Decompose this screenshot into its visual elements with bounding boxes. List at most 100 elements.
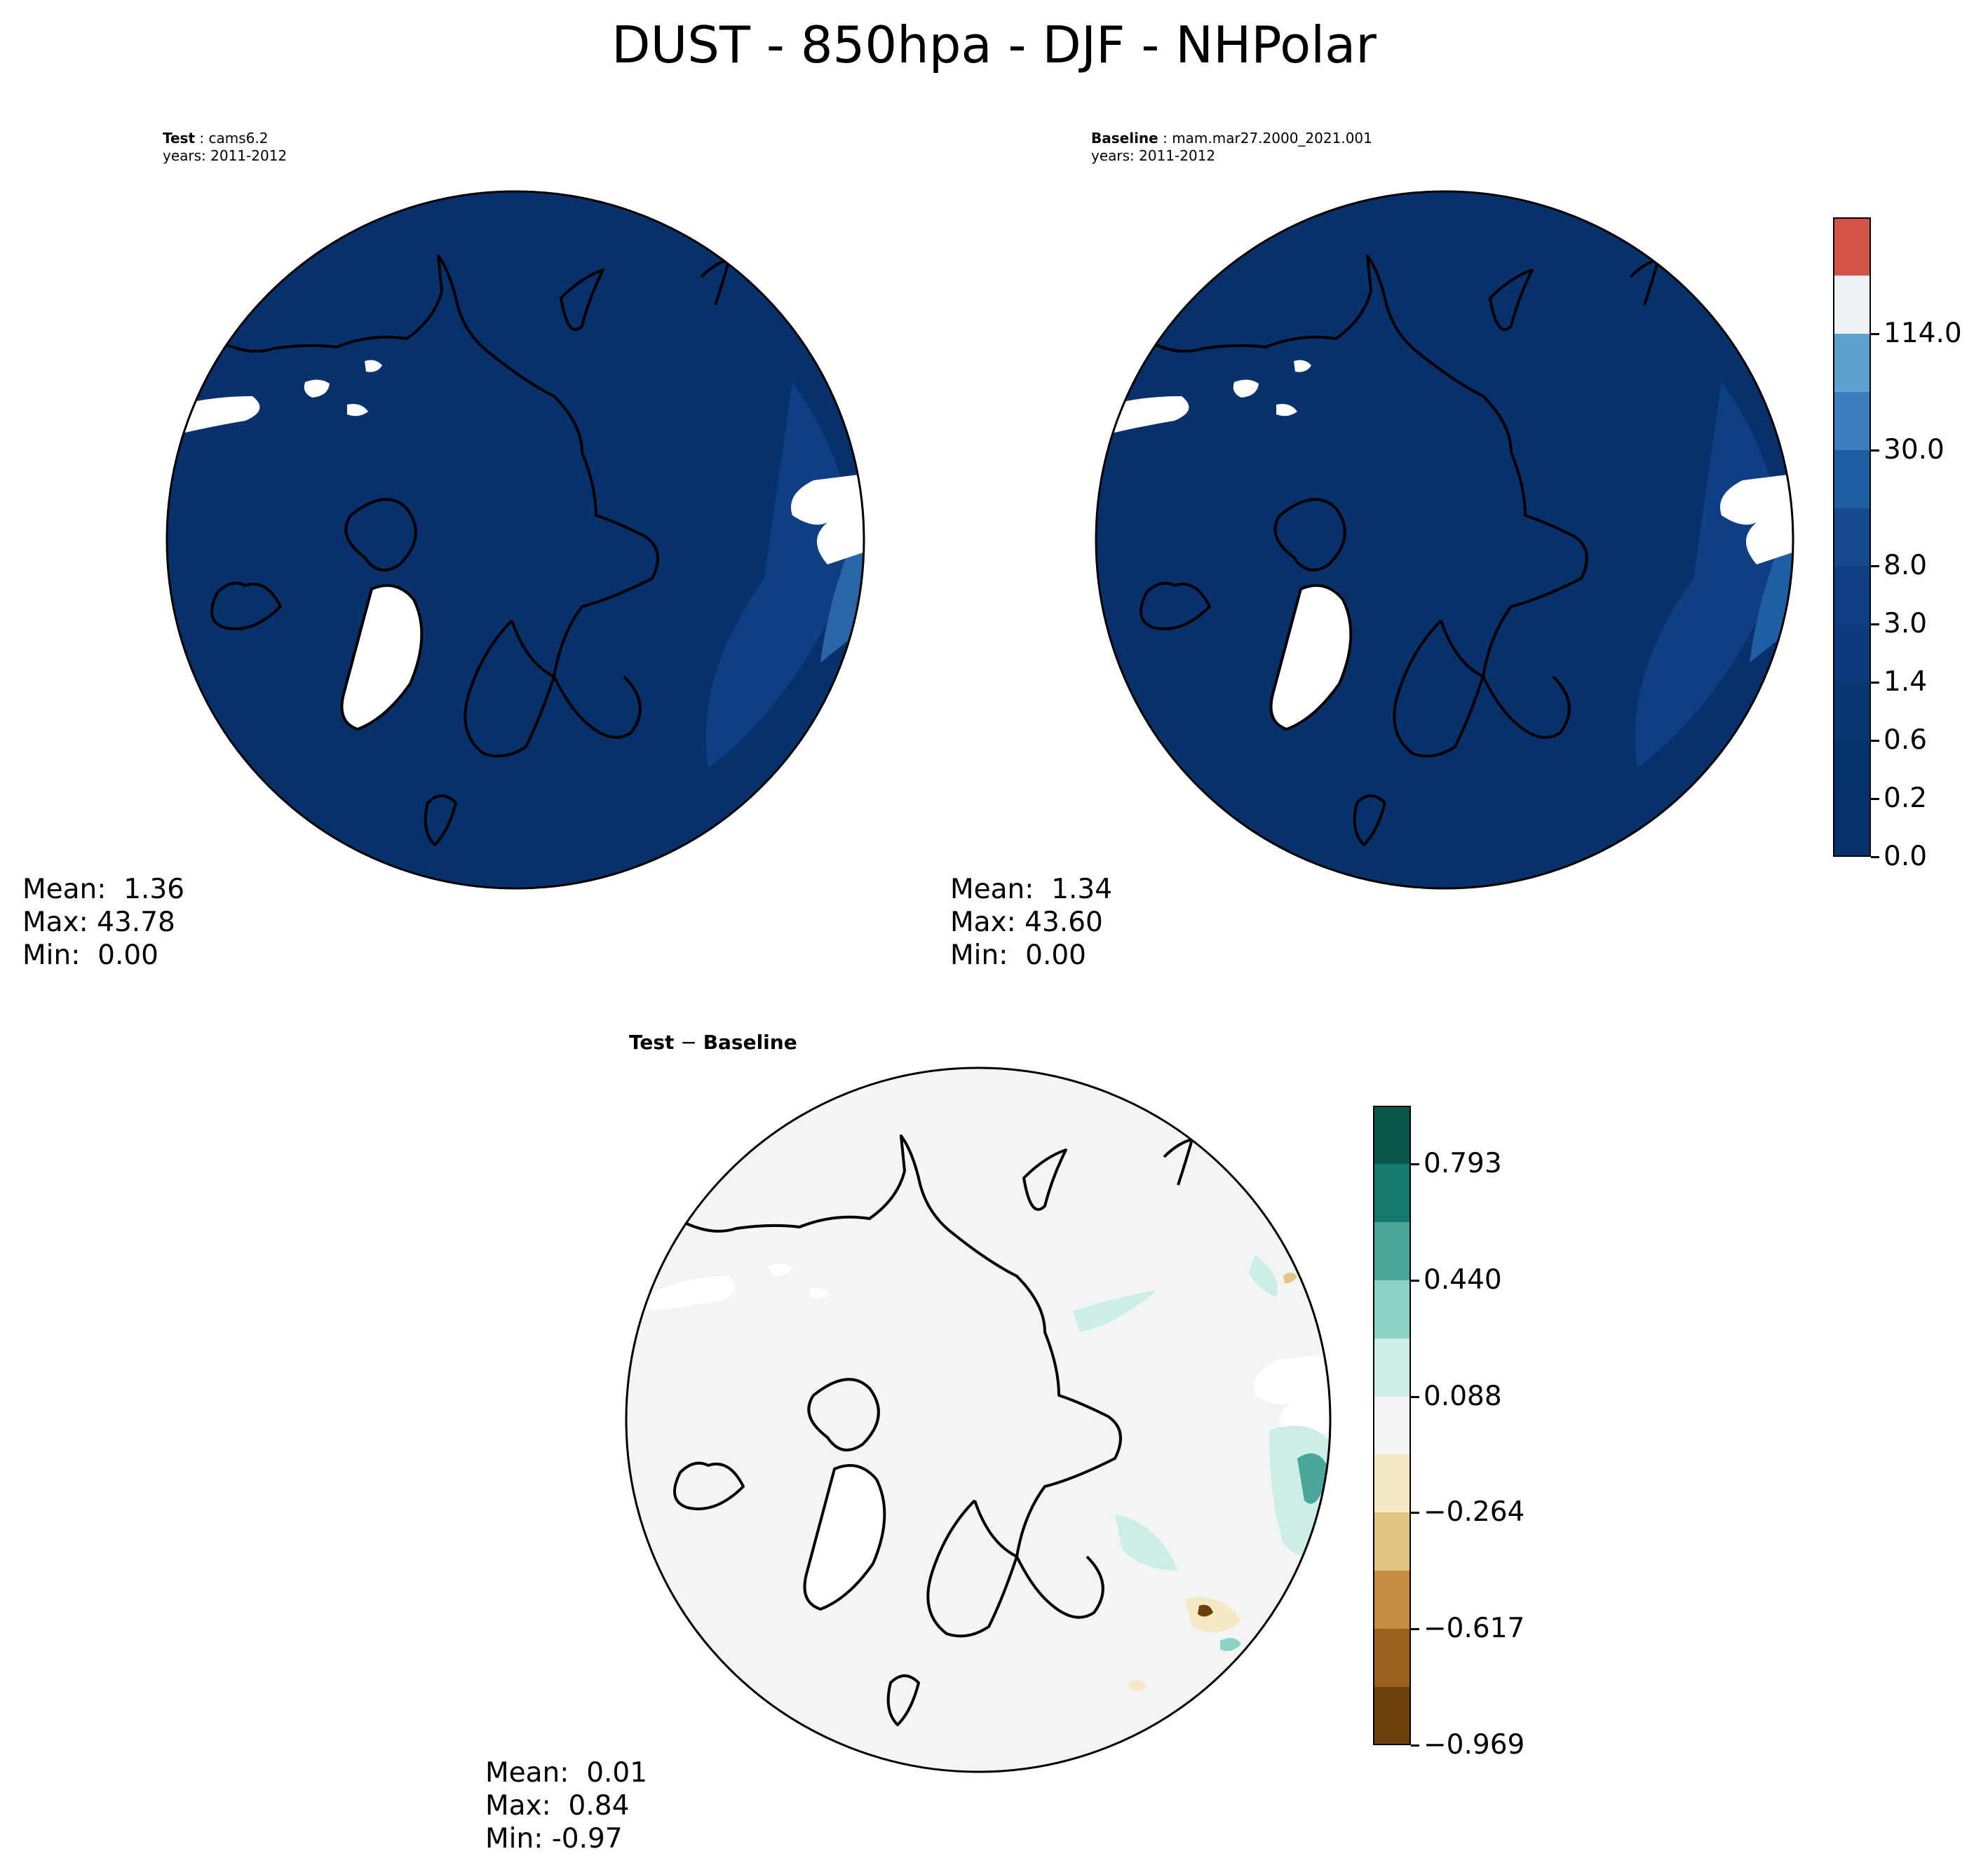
test-dust-high-region — [820, 536, 864, 663]
test-coastline-alaska — [210, 581, 282, 630]
diff-colorbar-tick-label: −0.617 — [1424, 1613, 1525, 1645]
baseline-mask-east — [1720, 473, 1793, 564]
baseline-coastline-alaska — [1140, 581, 1211, 630]
test-coastline-europe — [510, 620, 642, 739]
baseline-dust-elevated-region — [1635, 382, 1780, 768]
test-mean: Mean: 1.36 — [22, 874, 185, 905]
diff-colorbar-swatch — [1373, 1163, 1411, 1222]
test-coastline-archipelago — [344, 498, 417, 571]
main-colorbar-swatch — [1833, 449, 1871, 508]
diff-colorbar — [1373, 1106, 1411, 1745]
test-dust-elevated-region — [705, 382, 851, 768]
baseline-coastline-uk — [1353, 794, 1386, 846]
diff-mask-west — [645, 1276, 735, 1311]
diff-positive-anomaly-3-core — [1297, 1453, 1329, 1504]
main-colorbar-frame — [1833, 217, 1871, 857]
diff-colorbar-tick-mark — [1411, 1395, 1419, 1398]
main-colorbar-swatch — [1833, 624, 1871, 683]
diff-coastline-novaya-zemlya — [1022, 1149, 1067, 1211]
main-colorbar-swatch — [1833, 217, 1871, 276]
diff-map-boundary — [625, 1066, 1332, 1773]
test-map-boundary — [165, 190, 865, 890]
baseline-map-boundary — [1095, 190, 1794, 890]
test-mask-small-3 — [347, 404, 368, 416]
main-colorbar-tick-label: 3.0 — [1884, 608, 1928, 640]
diff-colorbar-swatches — [1373, 1106, 1411, 1745]
diff-colorbar-tick-mark — [1411, 1279, 1419, 1282]
diff-coastline-alaska — [673, 1461, 745, 1510]
diff-colorbar-swatch — [1373, 1629, 1411, 1688]
baseline-coastline-archipelago — [1273, 498, 1346, 571]
diff-negative-anomaly-2 — [1283, 1273, 1297, 1284]
baseline-label: Baseline — [1091, 130, 1158, 147]
main-colorbar-swatch — [1833, 740, 1871, 799]
diff-mask-small-1 — [768, 1263, 792, 1277]
main-colorbar-tick-label: 30.0 — [1884, 433, 1945, 466]
main-colorbar-swatch — [1833, 508, 1871, 567]
test-separator: : — [195, 130, 209, 147]
main-colorbar-tick-mark — [1871, 740, 1879, 743]
baseline-coastline-1 — [1138, 255, 1588, 758]
baseline-mask-small-3 — [1276, 404, 1297, 416]
diff-mean: Mean: 0.01 — [485, 1757, 648, 1789]
diff-field — [626, 1068, 1330, 1772]
diff-coastline-europe — [973, 1500, 1104, 1619]
test-coastline-uk — [424, 794, 457, 846]
diff-title-test: Test — [629, 1031, 675, 1054]
baseline-dust-high-region — [1750, 536, 1793, 663]
baseline-mask-small-2 — [1294, 360, 1311, 372]
diff-colorbar-swatch — [1373, 1454, 1411, 1513]
main-colorbar-tick-mark — [1871, 798, 1879, 801]
diff-panel-title: Test − Baseline — [629, 1031, 797, 1054]
main-colorbar — [1833, 217, 1871, 857]
test-mask-small-2 — [365, 360, 382, 372]
diff-colorbar-swatch — [1373, 1512, 1411, 1571]
diff-coastline-greenland — [803, 1464, 886, 1611]
diff-title-operator: − — [674, 1031, 703, 1054]
diff-colorbar-swatch — [1373, 1280, 1411, 1339]
test-mask-small-1 — [304, 379, 330, 398]
diff-min: Min: -0.97 — [485, 1823, 623, 1855]
diff-stats: Mean: 0.01 Max: 0.84 Min: -0.97 — [485, 1756, 647, 1855]
diff-mask-east — [1254, 1353, 1330, 1444]
diff-colorbar-frame — [1373, 1106, 1411, 1745]
baseline-min: Min: 0.00 — [950, 940, 1086, 971]
test-max: Max: 43.78 — [22, 907, 175, 938]
baseline-dust-field — [1096, 191, 1793, 888]
test-label: Test — [163, 130, 196, 147]
diff-colorbar-swatch — [1373, 1396, 1411, 1455]
baseline-coastline-greenland — [1269, 584, 1353, 731]
test-dust-field — [167, 191, 864, 888]
main-colorbar-swatch — [1833, 566, 1871, 625]
main-colorbar-tick-label: 0.2 — [1884, 782, 1928, 815]
baseline-coastline-novaya-zemlya — [1489, 269, 1534, 331]
baseline-mask-small-1 — [1233, 379, 1259, 398]
baseline-mean: Mean: 1.34 — [950, 874, 1113, 905]
test-coastline-novaya-zemlya — [560, 269, 604, 331]
diff-colorbar-tick-label: 0.440 — [1424, 1263, 1502, 1296]
diff-colorbar-swatch — [1373, 1221, 1411, 1280]
main-colorbar-tick-mark — [1871, 449, 1879, 452]
main-colorbar-tick-label: 0.6 — [1884, 724, 1928, 757]
diff-colorbar-tick-label: 0.088 — [1424, 1380, 1502, 1412]
diff-colorbar-swatch — [1373, 1687, 1411, 1745]
baseline-panel-title: Baseline : mam.mar27.2000_2021.001 years… — [1091, 130, 1372, 165]
main-colorbar-swatch — [1833, 275, 1871, 334]
diff-mask-small-2 — [810, 1288, 831, 1299]
diff-colorbar-tick-label: −0.969 — [1424, 1729, 1525, 1761]
diff-negative-anomaly-3 — [1129, 1680, 1147, 1691]
diff-negative-anomaly-1-core — [1198, 1604, 1213, 1617]
diff-colorbar-swatch — [1373, 1571, 1411, 1630]
main-colorbar-tick-mark — [1871, 856, 1879, 858]
baseline-separator: : — [1158, 130, 1172, 147]
main-colorbar-swatch — [1833, 799, 1871, 857]
diff-colorbar-tick-mark — [1411, 1628, 1419, 1631]
diff-positive-anomaly-4 — [1115, 1515, 1178, 1571]
diff-title-baseline: Baseline — [703, 1031, 797, 1054]
baseline-coastline-europe — [1440, 620, 1571, 739]
diff-coastline-uk — [886, 1674, 920, 1726]
main-colorbar-swatch — [1833, 391, 1871, 450]
diff-coastline-1 — [672, 1134, 1122, 1638]
diff-coastline-archipelago — [807, 1378, 880, 1451]
figure-title: DUST - 850hpa - DJF - NHPolar — [611, 15, 1377, 74]
